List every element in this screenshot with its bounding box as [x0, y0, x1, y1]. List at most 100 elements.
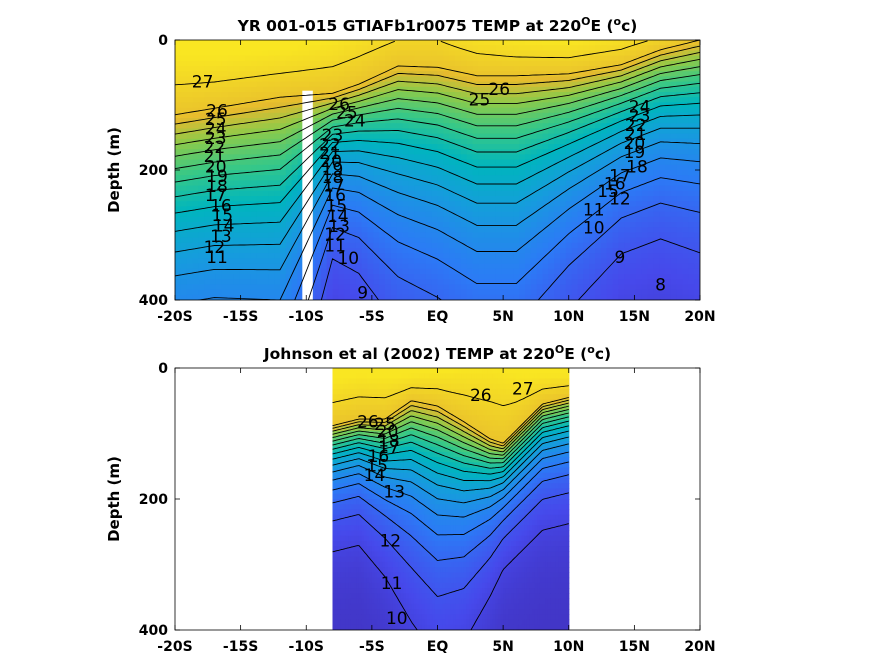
- heatmap-cell: [600, 190, 608, 197]
- heatmap-cell: [577, 133, 584, 140]
- heatmap-cell: [484, 232, 491, 239]
- heatmap-cell: [175, 92, 182, 98]
- heatmap-cell: [647, 180, 654, 187]
- heatmap-cell: [449, 284, 456, 291]
- heatmap-cell: [390, 196, 398, 202]
- heatmap-cell: [542, 201, 549, 207]
- heatmap-cell: [513, 289, 520, 296]
- heatmap-cell: [355, 66, 363, 72]
- heatmap-cell: [250, 216, 258, 223]
- heatmap-cell: [379, 211, 386, 218]
- heatmap-cell: [525, 289, 532, 296]
- heatmap-cell: [630, 123, 637, 129]
- heatmap-cell: [501, 190, 509, 197]
- heatmap-cell: [425, 216, 433, 223]
- heatmap-cell: [355, 118, 363, 124]
- heatmap-cell: [647, 112, 654, 119]
- heatmap-cell: [653, 144, 660, 150]
- heatmap-cell: [268, 66, 275, 72]
- heatmap-cell: [443, 248, 450, 254]
- heatmap-cell: [688, 55, 695, 62]
- heatmap-cell: [560, 123, 567, 129]
- heatmap-cell: [495, 222, 503, 228]
- heatmap-cell: [262, 144, 269, 150]
- heatmap-cell: [484, 92, 491, 98]
- heatmap-cell: [670, 294, 678, 300]
- heatmap-cell: [647, 159, 654, 166]
- heatmap-cell: [262, 211, 269, 218]
- heatmap-cell: [635, 201, 643, 207]
- heatmap-cell: [335, 415, 339, 421]
- heatmap-cell: [548, 170, 555, 176]
- heatmap-cell: [589, 196, 596, 202]
- heatmap-cell: [507, 190, 514, 197]
- heatmap-cell: [350, 190, 357, 197]
- heatmap-cell: [274, 201, 281, 207]
- heatmap-cell: [256, 76, 264, 83]
- heatmap-cell: [402, 144, 409, 150]
- heatmap-cell: [495, 92, 503, 98]
- heatmap-cell: [676, 128, 684, 135]
- heatmap-cell: [210, 86, 217, 93]
- heatmap-cell: [239, 60, 246, 67]
- heatmap-cell: [513, 237, 520, 244]
- heatmap-cell: [472, 133, 479, 140]
- heatmap-cell: [565, 222, 573, 228]
- heatmap-cell: [420, 253, 427, 259]
- heatmap-cell: [204, 97, 211, 103]
- heatmap-cell: [630, 112, 637, 119]
- heatmap-cell: [390, 92, 398, 98]
- heatmap-cell: [239, 123, 246, 129]
- heatmap-cell: [344, 263, 351, 270]
- heatmap-cell: [507, 185, 514, 192]
- heatmap-cell: [624, 175, 631, 181]
- heatmap-cell: [472, 102, 479, 109]
- heatmap-cell: [198, 97, 205, 103]
- heatmap-cell: [180, 279, 188, 285]
- heatmap-cell: [548, 66, 555, 72]
- heatmap-cell: [618, 284, 625, 291]
- heatmap-cell: [530, 222, 538, 228]
- heatmap-cell: [280, 149, 287, 155]
- heatmap-cell: [402, 128, 409, 135]
- heatmap-cell: [315, 76, 322, 83]
- heatmap-cell: [320, 133, 328, 140]
- heatmap-cell: [490, 237, 497, 244]
- heatmap-cell: [635, 55, 643, 62]
- heatmap-cell: [460, 138, 468, 145]
- heatmap-cell: [577, 112, 584, 119]
- heatmap-cell: [647, 164, 654, 171]
- heatmap-cell: [630, 216, 637, 223]
- heatmap-cell: [665, 159, 672, 166]
- heatmap-cell: [210, 149, 217, 155]
- heatmap-cell: [466, 180, 474, 187]
- heatmap-cell: [624, 248, 631, 254]
- heatmap-cell: [501, 164, 509, 171]
- heatmap-cell: [215, 76, 223, 83]
- heatmap-cell: [320, 253, 328, 259]
- heatmap-cell: [221, 211, 229, 218]
- heatmap-cell: [437, 55, 444, 62]
- heatmap-cell: [332, 614, 336, 621]
- heatmap-cell: [577, 159, 584, 166]
- heatmap-cell: [340, 577, 344, 584]
- heatmap-cell: [635, 227, 643, 233]
- heatmap-cell: [431, 123, 439, 129]
- heatmap-cell: [507, 128, 514, 135]
- heatmap-cell: [348, 609, 352, 615]
- heatmap-cell: [350, 394, 355, 401]
- heatmap-cell: [595, 248, 602, 254]
- heatmap-cell: [635, 279, 643, 285]
- heatmap-cell: [414, 294, 421, 300]
- heatmap-cell: [443, 71, 450, 77]
- heatmap-cell: [233, 40, 240, 46]
- heatmap-cell: [449, 86, 456, 93]
- heatmap-cell: [221, 279, 229, 285]
- heatmap-cell: [472, 175, 479, 181]
- heatmap-cell: [256, 284, 264, 291]
- heatmap-cell: [612, 159, 619, 166]
- heatmap-cell: [198, 227, 205, 233]
- heatmap-cell: [337, 415, 341, 421]
- heatmap-cell: [595, 76, 602, 83]
- heatmap-cell: [618, 279, 625, 285]
